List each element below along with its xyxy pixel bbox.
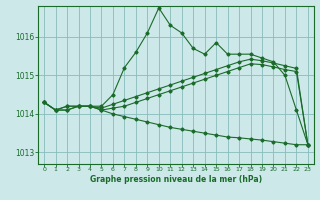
X-axis label: Graphe pression niveau de la mer (hPa): Graphe pression niveau de la mer (hPa) <box>90 175 262 184</box>
